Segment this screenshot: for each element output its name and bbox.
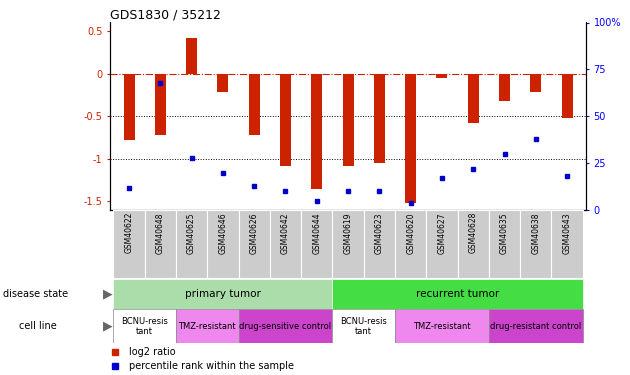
Text: disease state: disease state — [3, 289, 68, 299]
Bar — [176, 210, 207, 278]
Bar — [364, 210, 395, 278]
Bar — [145, 210, 176, 278]
Text: cell line: cell line — [19, 321, 57, 331]
Bar — [186, 38, 197, 74]
Text: GSM40648: GSM40648 — [156, 212, 165, 254]
Bar — [155, 74, 166, 135]
Bar — [530, 74, 541, 92]
Text: GSM40626: GSM40626 — [249, 212, 259, 254]
Text: GDS1830 / 35212: GDS1830 / 35212 — [110, 8, 221, 21]
Text: drug-resistant control: drug-resistant control — [490, 322, 581, 331]
Bar — [333, 210, 364, 278]
Text: drug-sensitive control: drug-sensitive control — [239, 322, 331, 331]
Text: TMZ-resistant: TMZ-resistant — [413, 322, 471, 331]
Bar — [437, 74, 447, 78]
Bar — [217, 74, 229, 92]
Text: BCNU-resis
tant: BCNU-resis tant — [340, 316, 387, 336]
Bar — [176, 309, 239, 343]
Bar — [551, 210, 583, 278]
Text: GSM40642: GSM40642 — [281, 212, 290, 254]
Text: GSM40646: GSM40646 — [219, 212, 227, 254]
Text: GSM40638: GSM40638 — [531, 212, 541, 254]
Bar — [113, 309, 176, 343]
Text: BCNU-resis
tant: BCNU-resis tant — [121, 316, 168, 336]
Text: ▶: ▶ — [103, 320, 112, 333]
Bar — [113, 210, 145, 278]
Bar — [499, 74, 510, 101]
Bar — [520, 210, 551, 278]
Bar — [343, 74, 353, 166]
Bar — [311, 74, 323, 189]
Text: primary tumor: primary tumor — [185, 289, 261, 299]
Bar — [239, 309, 333, 343]
Bar — [457, 210, 489, 278]
Bar — [280, 74, 291, 166]
Bar — [562, 74, 573, 118]
Bar — [249, 74, 260, 135]
Text: GSM40643: GSM40643 — [563, 212, 571, 254]
Text: log2 ratio: log2 ratio — [129, 347, 176, 357]
Text: GSM40635: GSM40635 — [500, 212, 509, 254]
Bar — [301, 210, 333, 278]
Bar — [270, 210, 301, 278]
Text: percentile rank within the sample: percentile rank within the sample — [129, 361, 294, 371]
Text: GSM40619: GSM40619 — [343, 212, 353, 254]
Text: ▶: ▶ — [103, 288, 112, 300]
Bar — [405, 74, 416, 203]
Bar — [123, 74, 134, 140]
Text: recurrent tumor: recurrent tumor — [416, 289, 499, 299]
Bar — [239, 210, 270, 278]
Text: GSM40625: GSM40625 — [187, 212, 196, 254]
Text: GSM40623: GSM40623 — [375, 212, 384, 254]
Bar — [395, 309, 489, 343]
Bar — [427, 210, 457, 278]
Bar — [467, 74, 479, 123]
Bar — [207, 210, 239, 278]
Bar — [395, 210, 427, 278]
Bar — [113, 279, 333, 309]
Text: GSM40628: GSM40628 — [469, 212, 478, 254]
Text: TMZ-resistant: TMZ-resistant — [178, 322, 236, 331]
Text: GSM40627: GSM40627 — [437, 212, 447, 254]
Text: GSM40644: GSM40644 — [312, 212, 321, 254]
Text: GSM40620: GSM40620 — [406, 212, 415, 254]
Bar — [333, 279, 583, 309]
Text: GSM40622: GSM40622 — [125, 212, 134, 254]
Bar — [374, 74, 385, 163]
Bar — [333, 309, 395, 343]
Bar — [489, 210, 520, 278]
Bar — [489, 309, 583, 343]
